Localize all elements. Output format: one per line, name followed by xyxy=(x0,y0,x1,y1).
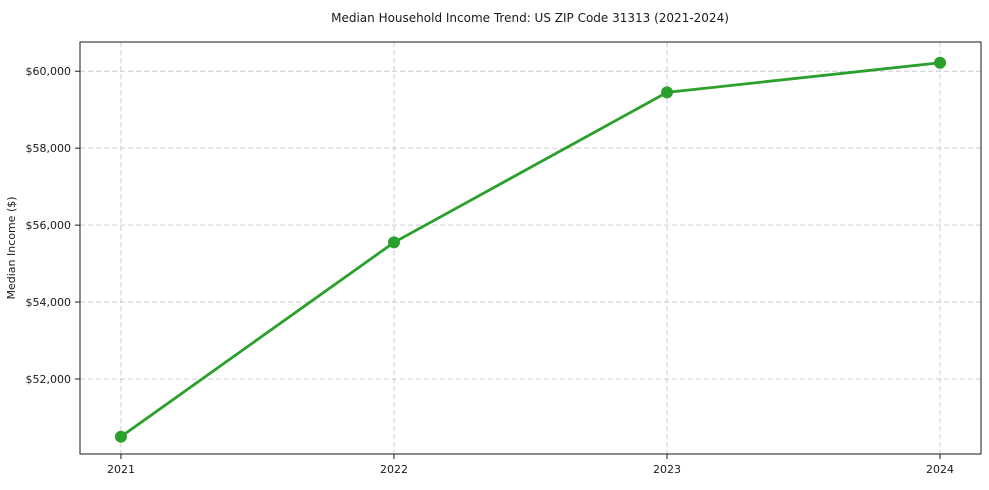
data-point-marker xyxy=(114,430,127,443)
x-tick-label: 2024 xyxy=(926,463,954,476)
plot-border xyxy=(79,41,982,455)
data-point-marker xyxy=(661,86,674,99)
data-point-marker xyxy=(934,56,947,69)
y-tick-label: $56,000 xyxy=(26,219,72,232)
y-axis-label: Median Income ($) xyxy=(5,196,18,299)
chart-title: Median Household Income Trend: US ZIP Co… xyxy=(331,11,729,25)
grid-layer xyxy=(80,42,981,454)
x-tick-label: 2022 xyxy=(380,463,408,476)
y-tick-label: $52,000 xyxy=(26,373,72,386)
y-tick-label: $60,000 xyxy=(26,65,72,78)
x-tick-label: 2021 xyxy=(107,463,135,476)
y-tick-label: $54,000 xyxy=(26,296,72,309)
trend-line xyxy=(119,61,942,439)
axis-layer: 2021 2022 2023 2024 $52,000 $54,000 $56,000 $58… xyxy=(26,41,982,476)
data-point-marker xyxy=(387,236,400,249)
data-layer xyxy=(114,56,947,443)
x-tick-label: 2023 xyxy=(653,463,681,476)
y-tick-label: $58,000 xyxy=(26,142,72,155)
